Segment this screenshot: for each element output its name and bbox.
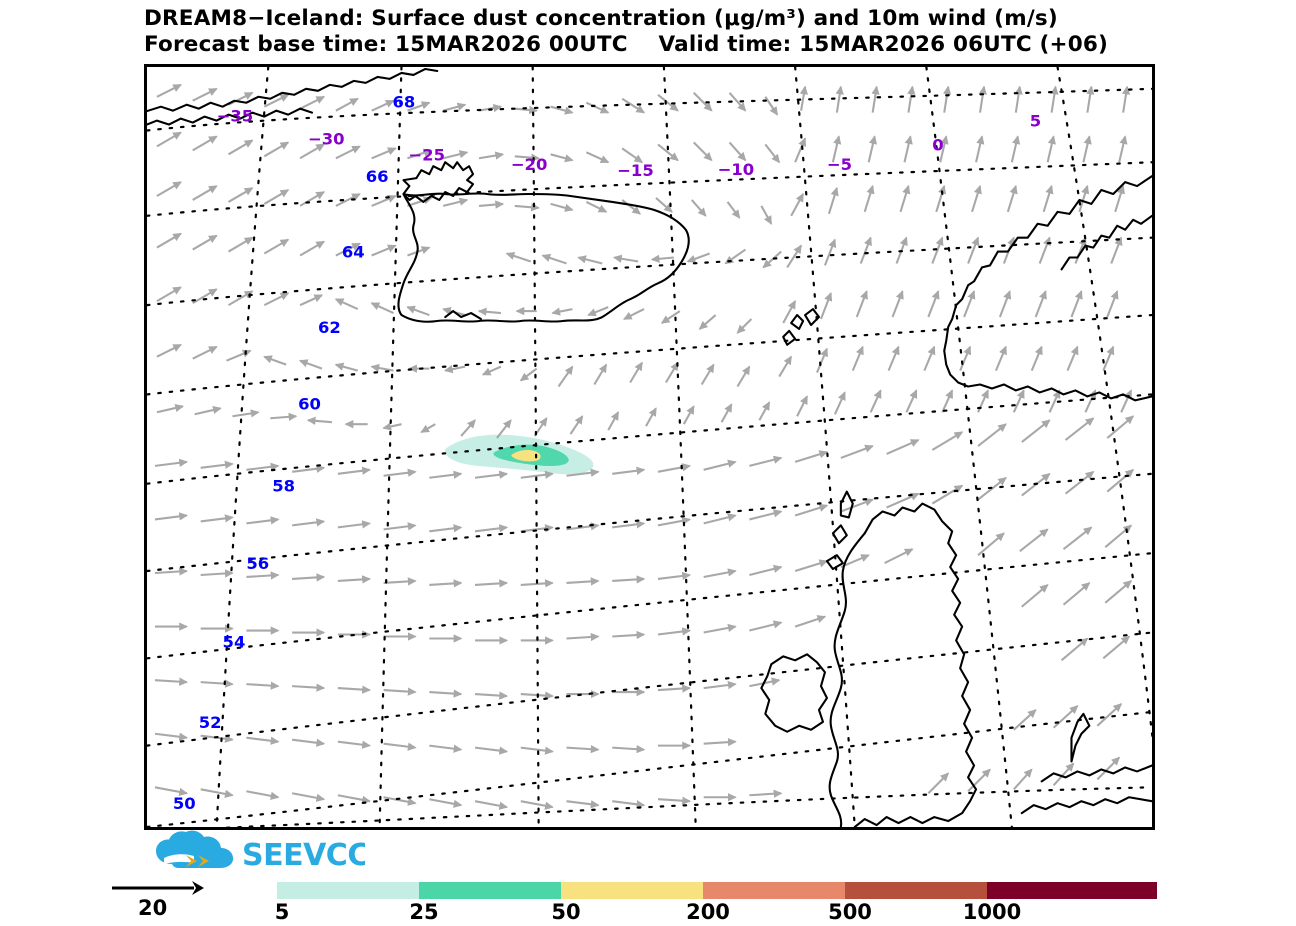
- map-canvas: 68 66 64 62 60 58 56 54 52 50 −35 −30 −2…: [147, 67, 1152, 827]
- colorbar-tick-200: 200: [686, 900, 730, 924]
- page-title: DREAM8−Iceland: Surface dust concentrati…: [144, 6, 1058, 31]
- colorbar-segment-200-500: [703, 882, 845, 899]
- colorbar-segment-5-25: [277, 882, 419, 899]
- dust-band-50-200: [511, 449, 541, 462]
- lat-label-52: 52: [199, 713, 222, 732]
- wind-reference-label: 20: [138, 896, 168, 920]
- iceland-coastline: [397, 161, 690, 323]
- logo-text: SEEVCCC: [242, 838, 365, 873]
- colorbar-tick-500: 500: [828, 900, 872, 924]
- colorbar-tick-5: 5: [274, 900, 290, 924]
- lon-label-m10: −10: [718, 160, 755, 179]
- logo-graphic: SEEVCCC: [156, 830, 391, 873]
- lon-label-m25: −25: [408, 145, 445, 164]
- wind-vector-field: [154, 83, 1135, 810]
- wind-arrow-icon: [112, 881, 204, 895]
- lon-label-0: 0: [932, 135, 943, 154]
- wind-reference-vector: 20: [108, 878, 228, 922]
- colorbar-tick-25: 25: [409, 900, 439, 924]
- lat-label-64: 64: [342, 243, 365, 262]
- lat-label-54: 54: [223, 632, 246, 651]
- colorbar-tick-labels: 5 25 50 200 500 1000: [274, 900, 1157, 926]
- shetland-orkney-coastline: [825, 490, 854, 571]
- lat-label-50: 50: [173, 794, 196, 813]
- colorbar-segment-25-50: [419, 882, 561, 899]
- map-plot-area[interactable]: 68 66 64 62 60 58 56 54 52 50 −35 −30 −2…: [144, 64, 1155, 830]
- lon-label-m5: −5: [827, 155, 852, 174]
- colorbar-segment-500-1000: [845, 882, 987, 899]
- lon-label-m15: −15: [617, 161, 654, 180]
- lon-label-m35: −35: [217, 107, 254, 126]
- colorbar-tick-50: 50: [551, 900, 581, 924]
- coastlines: [147, 67, 1152, 827]
- lat-label-62: 62: [318, 318, 341, 337]
- faroe-islands-coastline: [782, 308, 821, 346]
- legend-row: 20 5 25 50 200 500 1000: [0, 876, 1296, 925]
- colorbar-segment-50-200: [561, 882, 703, 899]
- lon-label-m30: −30: [308, 129, 345, 148]
- lon-label-5: 5: [1030, 112, 1041, 131]
- lat-label-58: 58: [272, 477, 295, 496]
- arrow-icon: [186, 855, 209, 867]
- seevccc-logo: SEEVCCC: [150, 830, 391, 876]
- latitude-labels: 68 66 64 62 60 58 56 54 52 50: [173, 93, 416, 813]
- lat-label-66: 66: [366, 167, 389, 186]
- colorbar: [277, 882, 1157, 899]
- lat-label-60: 60: [298, 394, 321, 413]
- lat-label-68: 68: [393, 93, 416, 112]
- colorbar-tick-1000: 1000: [962, 900, 1022, 924]
- cloud-icon: [156, 830, 234, 868]
- chart-title-block: DREAM8−Iceland: Surface dust concentrati…: [144, 6, 1284, 58]
- lat-label-56: 56: [246, 554, 269, 573]
- graticule: [147, 67, 1152, 827]
- dust-concentration-contours: [445, 434, 594, 475]
- longitude-labels: −35 −30 −25 −20 −15 −10 −5 0 5: [217, 107, 1042, 181]
- lon-label-m20: −20: [511, 155, 548, 174]
- forecast-time-line: Forecast base time: 15MAR2026 00UTC Vali…: [144, 32, 1109, 57]
- colorbar-segment-above-1000: [987, 882, 1157, 899]
